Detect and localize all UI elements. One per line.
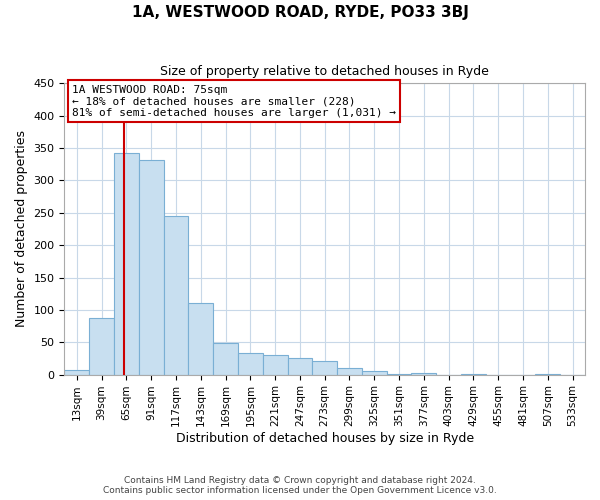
Text: 1A, WESTWOOD ROAD, RYDE, PO33 3BJ: 1A, WESTWOOD ROAD, RYDE, PO33 3BJ — [131, 5, 469, 20]
Y-axis label: Number of detached properties: Number of detached properties — [15, 130, 28, 328]
Text: Contains HM Land Registry data © Crown copyright and database right 2024.
Contai: Contains HM Land Registry data © Crown c… — [103, 476, 497, 495]
Bar — [139, 160, 164, 374]
Bar — [238, 353, 263, 374]
Bar — [287, 358, 313, 374]
Bar — [89, 318, 114, 374]
X-axis label: Distribution of detached houses by size in Ryde: Distribution of detached houses by size … — [176, 432, 474, 445]
Bar — [188, 304, 213, 374]
Bar — [114, 152, 139, 374]
Bar — [362, 372, 386, 374]
Bar — [263, 355, 287, 374]
Bar — [64, 370, 89, 374]
Text: 1A WESTWOOD ROAD: 75sqm
← 18% of detached houses are smaller (228)
81% of semi-d: 1A WESTWOOD ROAD: 75sqm ← 18% of detache… — [72, 84, 396, 118]
Bar — [337, 368, 362, 374]
Title: Size of property relative to detached houses in Ryde: Size of property relative to detached ho… — [160, 65, 489, 78]
Bar — [213, 343, 238, 374]
Bar — [313, 361, 337, 374]
Bar — [164, 216, 188, 374]
